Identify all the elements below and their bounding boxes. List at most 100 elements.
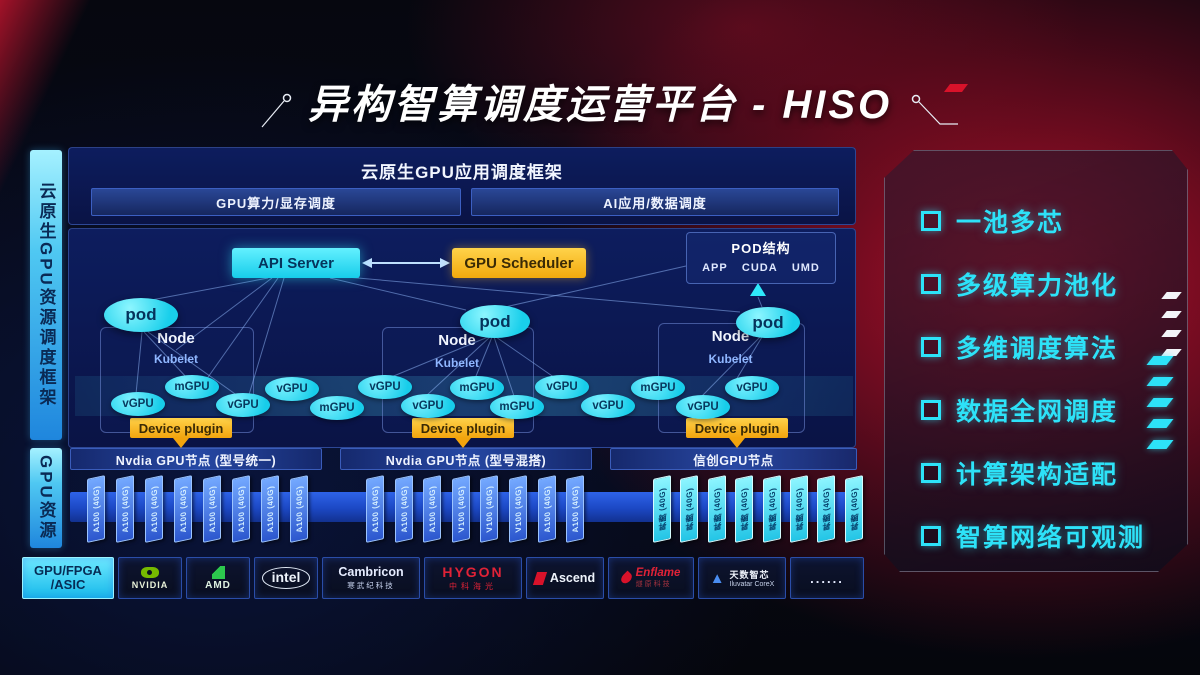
gpu-card: A100 (40G) xyxy=(394,475,413,543)
vendor-enflame: Enflame 燧原科技 xyxy=(608,557,694,599)
kubelet-label: Kubelet xyxy=(153,352,198,366)
checkbox-bullet-icon xyxy=(921,463,941,483)
enflame-logo-textstack: Enflame 燧原科技 xyxy=(636,567,681,589)
gpu-slice-vgpu: vGPU xyxy=(111,392,165,416)
nvidia-logo-text: NVIDIA xyxy=(131,579,169,590)
gpu-card: A100 (40G) xyxy=(116,475,134,543)
gpu-slice-vgpu: vGPU xyxy=(401,394,455,418)
sidebar-framework-text: 云原生GPU资源调度框架 xyxy=(36,182,56,408)
ascend-logo: Ascend xyxy=(532,571,595,585)
kubelet-label: Kubelet xyxy=(708,352,753,366)
gpu-card-label: 昇腾 (40G) xyxy=(794,486,804,532)
gpu-slice-vgpu: vGPU xyxy=(216,393,270,417)
vendor-iluvatar: ▲ 天数智芯 Iluvatar CoreX xyxy=(698,557,786,599)
gpu-card-label: 昇腾 (40G) xyxy=(849,486,859,532)
gpu-card-label: V100 (40G) xyxy=(456,484,466,534)
gpu-card-label: V100 (40G) xyxy=(484,484,494,534)
bar-gpu-compute-scheduling: GPU算力/显存调度 xyxy=(91,188,461,216)
iluvatar-logo-icon: ▲ xyxy=(709,569,725,587)
gpu-card: A100 (40G) xyxy=(423,475,442,543)
device-plugin-box: Device plugin xyxy=(412,418,514,438)
gpu-card: A100 (40G) xyxy=(203,475,221,543)
gpu-card-label: A100 (40G) xyxy=(294,484,304,534)
gpu-fpga-asic-line2: /ASIC xyxy=(50,577,86,592)
hygon-logo-subtext: 中科海光 xyxy=(449,582,497,591)
enflame-logo: Enflame 燧原科技 xyxy=(618,567,681,589)
checkbox-bullet-icon xyxy=(921,274,941,294)
node-label: Node xyxy=(157,330,195,347)
enflame-logo-text: Enflame xyxy=(635,567,681,579)
gpu-card-label: 昇腾 (40G) xyxy=(767,486,777,532)
gpu-card: A100 (40G) xyxy=(145,475,163,543)
vendor-nvidia: NVIDIA xyxy=(118,557,182,599)
device-plugin-box: Device plugin xyxy=(130,418,232,438)
gpu-fpga-asic-line1: GPU/FPGA xyxy=(34,563,102,578)
gpu-card-label: A100 (40G) xyxy=(149,484,159,534)
gpu-card-label: A100 (40G) xyxy=(91,484,101,534)
gpu-card: 昇腾 (40G) xyxy=(680,475,699,543)
app-scheduling-frame: 云原生GPU应用调度框架 GPU算力/显存调度 AI应用/数据调度 xyxy=(68,147,856,225)
gpu-card-label: 昇腾 (40G) xyxy=(684,486,694,532)
gpu-slice-vgpu: vGPU xyxy=(725,376,779,400)
vendor-gpufpga: GPU/FPGA/ASIC xyxy=(22,557,114,599)
gpu-node-group-label: 信创GPU节点 xyxy=(610,448,857,470)
feature-item: 多级算力池化 xyxy=(921,252,1173,315)
gpu-card: 昇腾 (40G) xyxy=(844,475,863,543)
gpu-card-label: A100 (40G) xyxy=(427,484,437,534)
iluvatar-logo-subtext: Iluvatar CoreX xyxy=(729,581,775,588)
gpu-card-label: A100 (40G) xyxy=(399,484,409,534)
checkbox-bullet-icon xyxy=(921,526,941,546)
nvidia-logo-icon xyxy=(141,566,159,578)
pod-structure-items: APP CUDA UMD xyxy=(687,262,835,274)
cambricon-logo-text: Cambricon xyxy=(338,565,404,579)
gpu-node-group-label: Nvdia GPU节点 (型号统一) xyxy=(70,448,322,470)
gpu-card-label: A100 (40G) xyxy=(570,484,580,534)
feature-label: 多级算力池化 xyxy=(956,271,1119,300)
cambricon-logo-subtext: 寒武纪科技 xyxy=(347,581,395,590)
gpu-card-label: A100 (40G) xyxy=(207,484,217,534)
gpu-card: A100 (40G) xyxy=(366,475,384,543)
hygon-logo-text: HYGON xyxy=(442,564,504,580)
enflame-logo-icon xyxy=(618,570,634,586)
gpu-card-label: 昇腾 (40G) xyxy=(657,486,667,532)
gpu-card: 昇腾 (40G) xyxy=(735,475,754,543)
feature-label: 智算网络可观测 xyxy=(956,523,1146,552)
gpu-card: A100 (40G) xyxy=(87,475,105,543)
gpu-card-label: A100 (40G) xyxy=(265,484,275,534)
gpu-slice-mgpu: mGPU xyxy=(631,376,685,400)
gpu-slice-vgpu: vGPU xyxy=(265,377,319,401)
gpu-slice-mgpu: mGPU xyxy=(490,395,544,419)
gpu-card-label: A100 (40G) xyxy=(370,484,380,534)
gpu-card: V100 (40G) xyxy=(509,475,527,543)
gpu-slice-vgpu: vGPU xyxy=(581,394,635,418)
frame-title: 云原生GPU应用调度框架 xyxy=(361,163,563,182)
device-plugin-arrow-icon xyxy=(455,438,471,448)
gpu-card: A100 (40G) xyxy=(261,475,279,543)
vendor-dots: ...... xyxy=(790,557,864,599)
amd-logo-text: AMD xyxy=(205,579,231,591)
device-plugin-box: Device plugin xyxy=(686,418,788,438)
gpu-card-label: A100 (40G) xyxy=(178,484,188,534)
gpu-card-label: A100 (40G) xyxy=(542,484,552,534)
vendor-intel: intel xyxy=(254,557,318,599)
gpu-card: 昇腾 (40G) xyxy=(790,475,808,543)
feature-item: 数据全网调度 xyxy=(921,378,1173,441)
pod-structure-item: CUDA xyxy=(741,262,778,274)
bar-ai-app-data-scheduling: AI应用/数据调度 xyxy=(471,188,839,216)
gpu-card-label: A100 (40G) xyxy=(120,484,130,534)
gpu-card-label: 昇腾 (40G) xyxy=(712,486,722,532)
pod-structure-box: POD结构 APP CUDA UMD xyxy=(686,232,836,284)
gpu-card: 昇腾 (40G) xyxy=(707,475,726,543)
gpu-card: A100 (40G) xyxy=(174,475,192,543)
checkbox-bullet-icon xyxy=(921,337,941,357)
ascend-logo-icon xyxy=(532,571,548,585)
kubelet-label: Kubelet xyxy=(434,356,479,370)
iluvatar-logo-textstack: 天数智芯 Iluvatar CoreX xyxy=(730,568,775,588)
gpu-slice-mgpu: mGPU xyxy=(310,396,364,420)
sidebar-label-gpu-resources: GPU资源 xyxy=(30,448,62,548)
feature-item: 计算架构适配 xyxy=(921,441,1173,504)
vendor-amd: AMD xyxy=(186,557,250,599)
sidebar-gpu-resource-text: GPU资源 xyxy=(36,455,56,541)
pod-ellipse: pod xyxy=(104,298,178,332)
api-server-box: API Server xyxy=(232,248,360,278)
